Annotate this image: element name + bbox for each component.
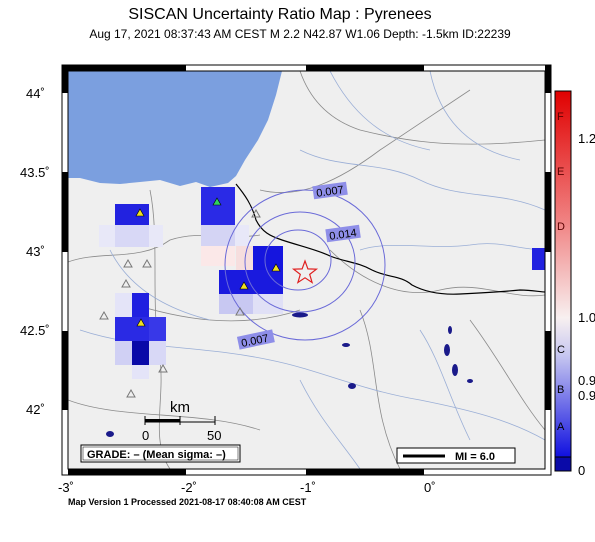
contour-labels	[236, 181, 361, 350]
contour-label-lower: 0.007	[240, 333, 269, 350]
colorbar-letter-c: C	[557, 344, 565, 356]
epicenter-star	[291, 259, 319, 284]
colorbar-letter-d: D	[557, 221, 565, 233]
colorbar-letter-e: E	[557, 166, 564, 178]
contour-label-inner: 0.014	[329, 227, 358, 243]
contour-label-outer: 0.007	[316, 184, 345, 200]
lat-label-42: 42˚	[26, 402, 45, 417]
scale-tick-0: 0	[142, 428, 149, 443]
scale-bar	[144, 416, 216, 425]
scale-unit: km	[170, 399, 190, 416]
scale-tick-50: 50	[207, 428, 221, 443]
colorbar-value-1-2: 1.2	[578, 131, 595, 146]
lon-label-minus3: -3˚	[58, 480, 74, 495]
stations-inactive	[99, 208, 261, 398]
colorbar-value-0-9b: 0.9	[578, 388, 595, 403]
lat-label-42-5: 42.5˚	[20, 323, 50, 338]
colorbar-letter-f: F	[557, 111, 564, 123]
border-line	[235, 183, 545, 295]
map-frame	[61, 64, 552, 476]
map-title: SISCAN Uncertainty Ratio Map : Pyrenees	[128, 6, 432, 23]
lon-label-minus2: -2˚	[181, 480, 197, 495]
lat-label-43-5: 43.5˚	[20, 165, 50, 180]
map-area: 0.007 0.014 0.007 km 0 50 GRADE: – (Mean…	[68, 71, 545, 469]
lat-label-43: 43˚	[26, 244, 45, 259]
mi-box	[396, 447, 516, 464]
lakes	[106, 312, 473, 437]
colorbar-value-0-9a: 0.9	[578, 373, 595, 388]
stations-active	[135, 197, 281, 327]
mi-text: MI = 6.0	[455, 451, 495, 463]
uncertainty-cells	[99, 187, 545, 379]
lat-label-44: 44˚	[26, 86, 45, 101]
processing-footer: Map Version 1 Processed 2021-08-17 08:40…	[68, 497, 307, 507]
colorbar-value-0: 0	[578, 463, 585, 478]
grade-text: GRADE: – (Mean sigma: –)	[87, 449, 226, 461]
colorbar-letter-a: A	[557, 421, 565, 433]
colorbar	[554, 90, 572, 472]
bay-of-biscay	[68, 71, 282, 187]
rivers	[79, 71, 545, 469]
event-subtitle: Aug 17, 2021 08:37:43 AM CEST M 2.2 N42.…	[89, 27, 511, 41]
lon-label-minus1: -1˚	[300, 480, 316, 495]
uncertainty-contours	[224, 189, 386, 341]
grade-box	[80, 444, 241, 463]
lon-label-0: 0˚	[424, 480, 436, 495]
colorbar-letter-b: B	[557, 384, 564, 396]
colorbar-value-1-0: 1.0	[578, 310, 595, 325]
